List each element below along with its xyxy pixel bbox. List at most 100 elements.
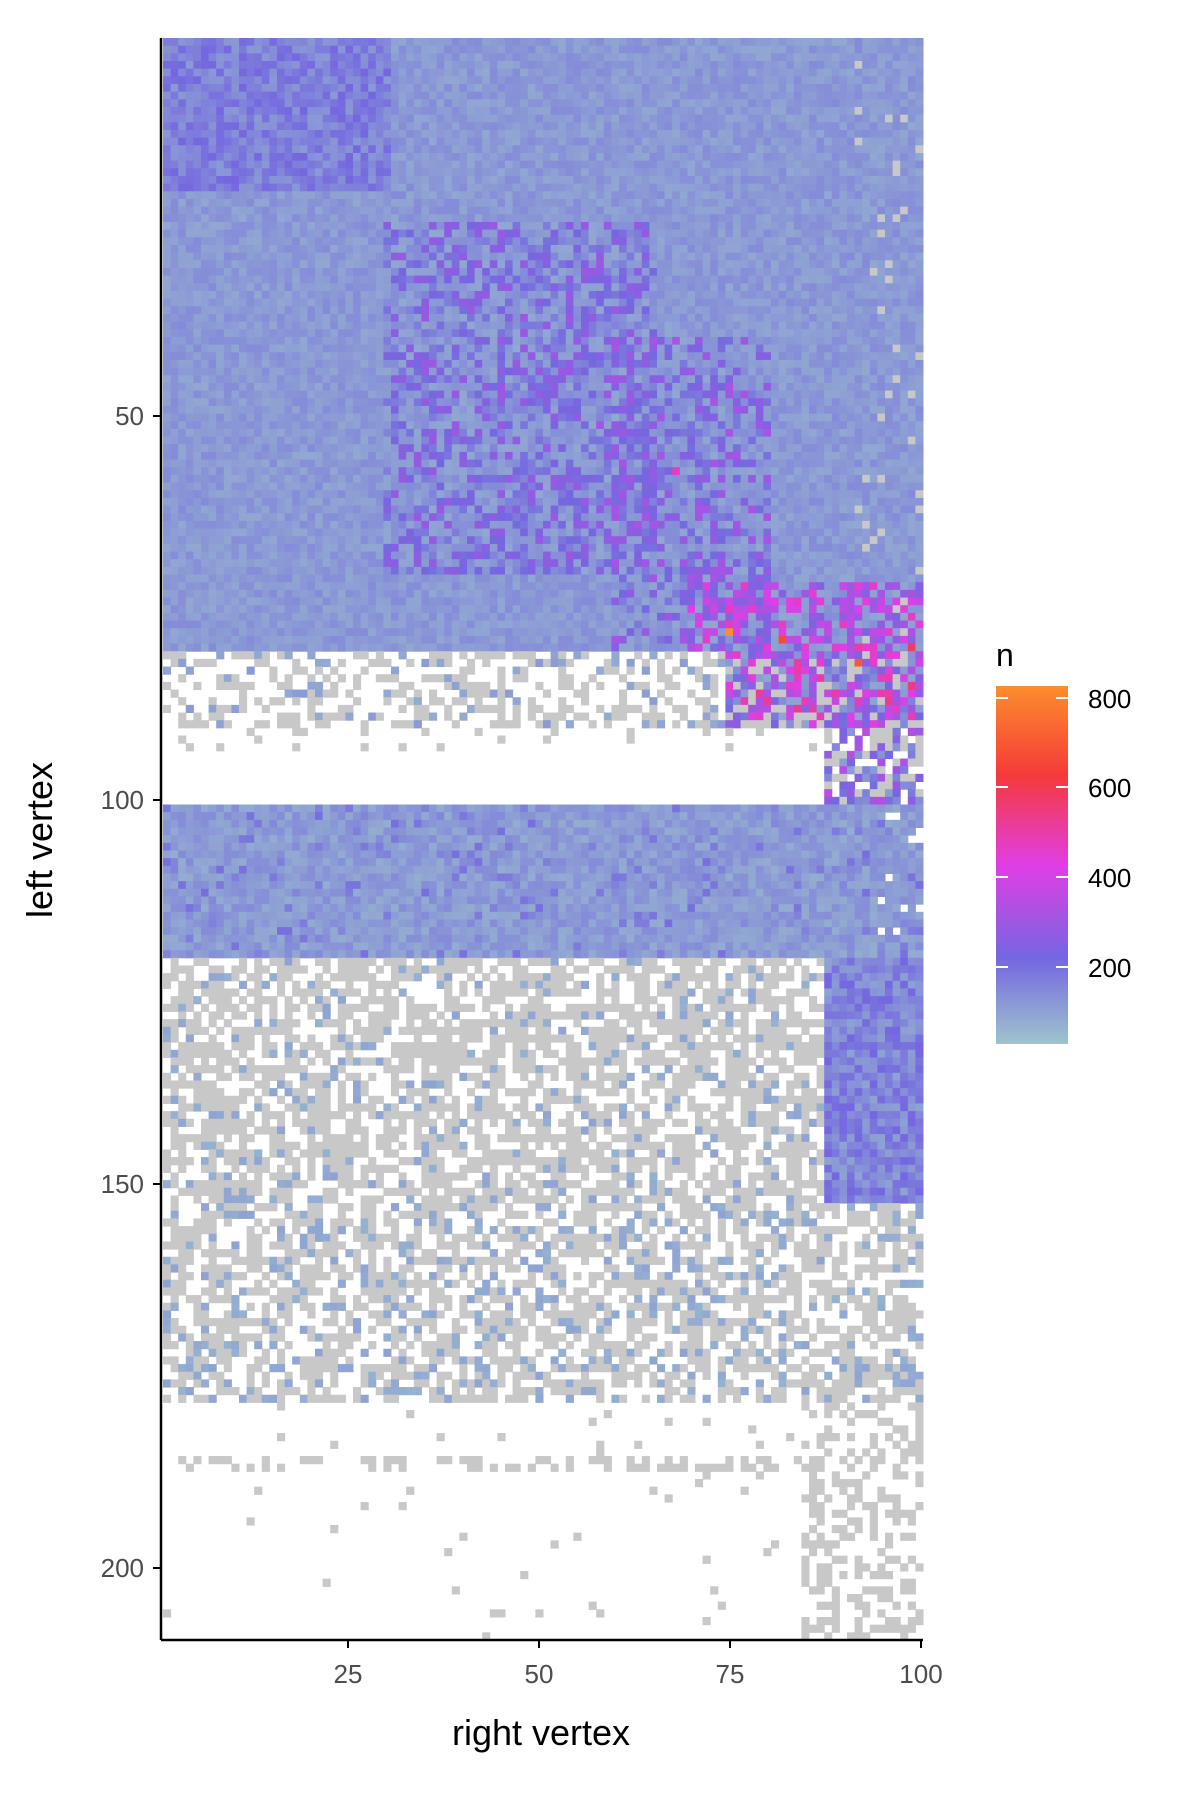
- heatmap-cell: [261, 91, 270, 100]
- heatmap-cell: [535, 68, 544, 77]
- heatmap-cell: [444, 53, 453, 62]
- heatmap-cell: [193, 114, 202, 123]
- heatmap-cell: [292, 191, 301, 200]
- heatmap-cell: [239, 122, 248, 131]
- heatmap-cell: [900, 375, 909, 384]
- heatmap-cell: [307, 106, 316, 116]
- heatmap-cell: [292, 306, 301, 315]
- heatmap-cell: [565, 122, 574, 131]
- heatmap-cell: [626, 106, 635, 116]
- heatmap-cell: [527, 283, 536, 292]
- heatmap-cell: [512, 321, 521, 330]
- heatmap-cell: [581, 114, 590, 123]
- heatmap-cell: [679, 252, 688, 261]
- heatmap-cell: [824, 321, 833, 330]
- heatmap-cell: [619, 390, 628, 399]
- heatmap-cell: [459, 390, 468, 399]
- heatmap-cell: [565, 329, 574, 338]
- heatmap-cell: [444, 38, 453, 47]
- heatmap-cell: [467, 352, 476, 361]
- heatmap-cell: [261, 313, 270, 323]
- heatmap-cell: [178, 390, 187, 399]
- heatmap-cell: [170, 168, 179, 177]
- heatmap-cell: [892, 229, 901, 238]
- heatmap-cell: [877, 152, 886, 162]
- heatmap-cell: [406, 214, 415, 223]
- heatmap-cell: [869, 375, 878, 384]
- heatmap-cell: [907, 106, 916, 116]
- heatmap-cell: [535, 398, 544, 407]
- heatmap-cell: [748, 129, 757, 139]
- heatmap-cell: [398, 375, 407, 384]
- heatmap-cell: [170, 76, 179, 85]
- heatmap-cell: [345, 114, 354, 123]
- heatmap-cell: [679, 137, 688, 146]
- heatmap-cell: [657, 168, 666, 177]
- heatmap-cell: [170, 152, 179, 162]
- heatmap-cell: [824, 68, 833, 77]
- heatmap-cell: [847, 352, 856, 361]
- heatmap-cell: [543, 336, 552, 346]
- heatmap-cell: [778, 45, 787, 54]
- heatmap-cell: [383, 375, 392, 384]
- heatmap-cell: [505, 68, 514, 77]
- heatmap-cell: [231, 122, 240, 131]
- heatmap-cell: [231, 329, 240, 338]
- heatmap-cell: [383, 206, 392, 215]
- heatmap-cell: [550, 405, 559, 415]
- heatmap-cell: [292, 321, 301, 330]
- heatmap-cell: [763, 298, 772, 307]
- heatmap-cell: [375, 198, 384, 208]
- heatmap-cell: [337, 359, 346, 369]
- heatmap-cell: [201, 306, 210, 315]
- heatmap-cell: [474, 68, 483, 77]
- heatmap-cell: [512, 198, 521, 208]
- heatmap-cell: [436, 390, 445, 399]
- heatmap-cell: [847, 91, 856, 100]
- heatmap-cell: [710, 237, 719, 246]
- heatmap-cell: [497, 68, 506, 77]
- heatmap-cell: [208, 275, 217, 284]
- heatmap-cell: [854, 183, 863, 192]
- heatmap-cell: [664, 122, 673, 131]
- heatmap-cell: [816, 321, 825, 330]
- heatmap-cell: [695, 398, 704, 407]
- heatmap-cell: [170, 129, 179, 139]
- heatmap-cell: [687, 336, 696, 346]
- heatmap-cell: [717, 76, 726, 85]
- heatmap-cell: [246, 306, 255, 315]
- heatmap-cell: [201, 129, 210, 139]
- heatmap-cell: [847, 413, 856, 422]
- heatmap-cell: [284, 252, 293, 261]
- heatmap-cell: [900, 83, 909, 93]
- heatmap-cell: [269, 38, 278, 47]
- heatmap-cell: [809, 122, 818, 131]
- heatmap-cell: [482, 352, 491, 361]
- heatmap-cell: [816, 298, 825, 307]
- heatmap-cell: [512, 398, 521, 407]
- heatmap-cell: [885, 45, 894, 54]
- heatmap-cell: [413, 221, 422, 231]
- heatmap-cell: [588, 359, 597, 369]
- heatmap-cell: [231, 175, 240, 185]
- heatmap-cell: [786, 298, 795, 307]
- heatmap-cell: [436, 344, 445, 353]
- heatmap-cell: [565, 68, 574, 77]
- heatmap-cell: [915, 183, 924, 192]
- heatmap-cell: [900, 244, 909, 254]
- heatmap-cell: [869, 122, 878, 131]
- heatmap-cell: [413, 61, 422, 70]
- heatmap-cell: [216, 367, 225, 376]
- heatmap-cell: [588, 237, 597, 246]
- heatmap-cell: [474, 206, 483, 215]
- heatmap-cell: [360, 145, 369, 154]
- heatmap-cell: [596, 91, 605, 100]
- heatmap-cell: [809, 275, 818, 284]
- heatmap-cell: [892, 352, 901, 361]
- heatmap-cell: [185, 61, 194, 70]
- heatmap-cell: [284, 221, 293, 231]
- heatmap-cell: [497, 137, 506, 146]
- heatmap-cell: [322, 191, 331, 200]
- heatmap-cell: [626, 283, 635, 292]
- heatmap-cell: [573, 137, 582, 146]
